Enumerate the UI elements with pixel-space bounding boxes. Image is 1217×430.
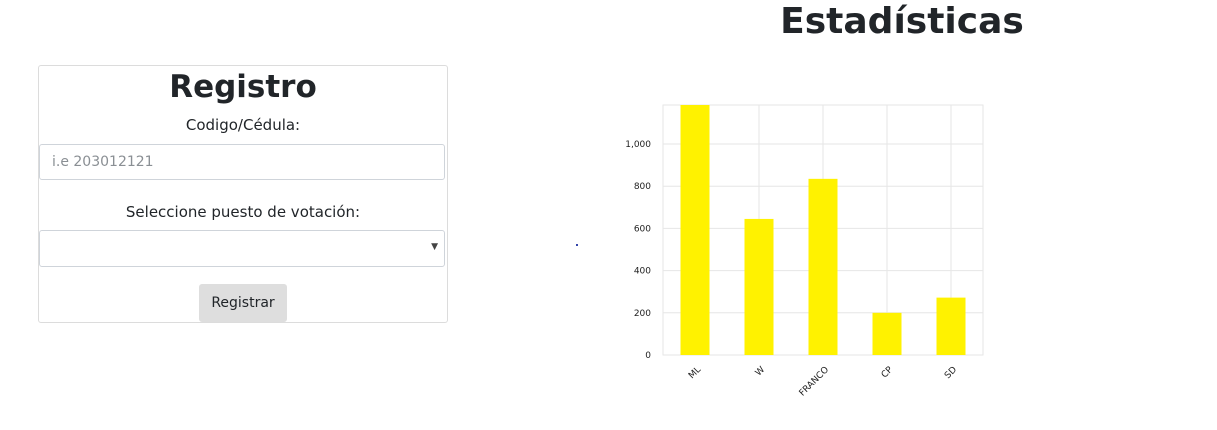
bar [936,297,966,355]
bar [680,105,710,355]
registro-card: Registro Codigo/Cédula: Seleccione puest… [38,65,448,323]
y-tick-label: 1,000 [625,140,651,150]
code-input[interactable] [39,144,445,180]
stats-title: Estadísticas [780,1,1024,42]
caret-down-icon: ▼ [431,242,438,252]
y-tick-label: 800 [634,182,651,192]
y-tick-label: 400 [634,267,651,277]
x-tick-label: FRANCO [798,365,831,398]
stray-dot [576,244,578,246]
x-tick-label: SD [943,365,959,381]
polling-place-select[interactable]: ▼ [39,230,445,267]
bar [872,312,902,355]
register-button[interactable]: Registrar [199,284,287,322]
y-tick-label: 0 [645,351,651,361]
code-label: Codigo/Cédula: [185,116,301,134]
bar [744,218,774,355]
registro-title: Registro [169,69,317,105]
x-tick-label: ML [687,365,703,381]
y-tick-label: 600 [634,224,651,234]
polling-place-label: Seleccione puesto de votación: [125,203,361,221]
x-tick-label: W [754,365,767,378]
x-tick-label: CP [880,365,896,381]
y-tick-label: 200 [634,309,651,319]
bar [808,178,838,355]
